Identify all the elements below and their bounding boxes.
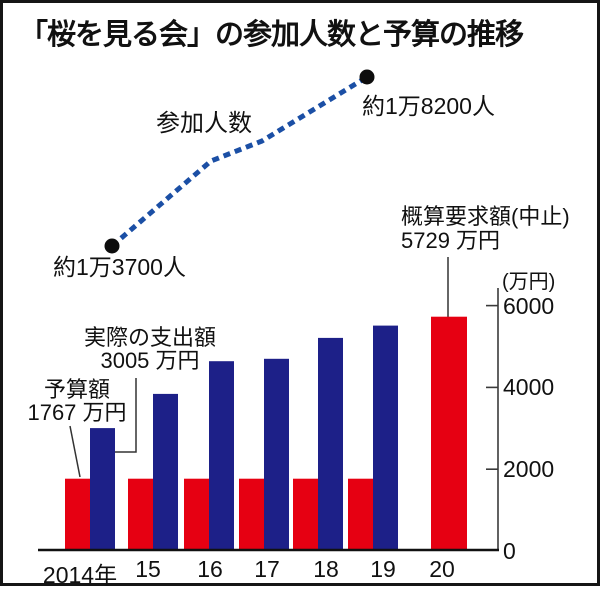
actual-expenditure-annotation-line1: 実際の支出額: [83, 325, 216, 350]
bar-expenditure-18: [318, 337, 343, 551]
x-tick-label-19: 19: [370, 556, 396, 582]
participants-dashed-line: [110, 74, 369, 248]
budget-annotation-line2: 1767 万円: [27, 400, 127, 425]
bar-budget-16: [184, 478, 209, 551]
x-tick-label-20: 20: [429, 556, 455, 582]
budget-leader-line: [69, 425, 81, 478]
x-tick-label-15: 15: [135, 556, 161, 582]
request-annotation-line1: 概算要求額(中止): [401, 204, 570, 229]
bar-budget-2014年: [65, 478, 90, 551]
bar-expenditure-16: [209, 361, 234, 551]
participants-series-label: 参加人数: [156, 110, 252, 137]
axes: [38, 288, 499, 552]
y-tick-label-0: 0: [503, 538, 516, 564]
x-tick-label-16: 16: [197, 556, 223, 582]
participants-start-value-label: 約1万3700人: [53, 254, 186, 280]
y-axis-ticks: [486, 304, 498, 471]
bar-group: [65, 316, 467, 551]
chart-title: 「桜を見る会」の参加人数と予算の推移: [19, 19, 524, 51]
actual-expenditure-annotation-line2: 3005 万円: [100, 348, 200, 373]
request-annotation: 概算要求額(中止) 5729 万円: [401, 205, 570, 253]
bar-expenditure-15: [153, 393, 178, 551]
bar-request-20: [431, 316, 467, 551]
actual-expenditure-annotation: 実際の支出額 3005 万円: [68, 326, 232, 372]
budget-annotation: 予算額 1767 万円: [5, 378, 149, 424]
x-tick-label-2014年: 2014年: [42, 562, 118, 588]
bar-expenditure-2014年: [90, 428, 115, 551]
y-axis-unit-label: (万円): [502, 271, 556, 293]
bar-budget-19: [348, 478, 373, 551]
bar-expenditure-17: [264, 358, 289, 551]
bar-budget-18: [293, 478, 318, 551]
participants-start-dot: [104, 238, 120, 254]
request-annotation-line2: 5729 万円: [401, 228, 501, 253]
x-tick-label-18: 18: [313, 556, 339, 582]
y-tick-label-4000: 4000: [503, 374, 555, 401]
participants-end-value-label: 約1万8200人: [362, 93, 495, 119]
y-tick-label-2000: 2000: [503, 456, 555, 483]
actual-leader-line: [114, 378, 137, 453]
bar-budget-17: [239, 478, 264, 551]
bar-expenditure-19: [373, 325, 398, 551]
y-tick-label-6000: 6000: [503, 292, 555, 319]
budget-annotation-line1: 予算額: [43, 377, 110, 402]
x-tick-label-17: 17: [254, 556, 280, 582]
participants-end-dot: [359, 69, 375, 85]
bar-budget-15: [128, 478, 153, 551]
